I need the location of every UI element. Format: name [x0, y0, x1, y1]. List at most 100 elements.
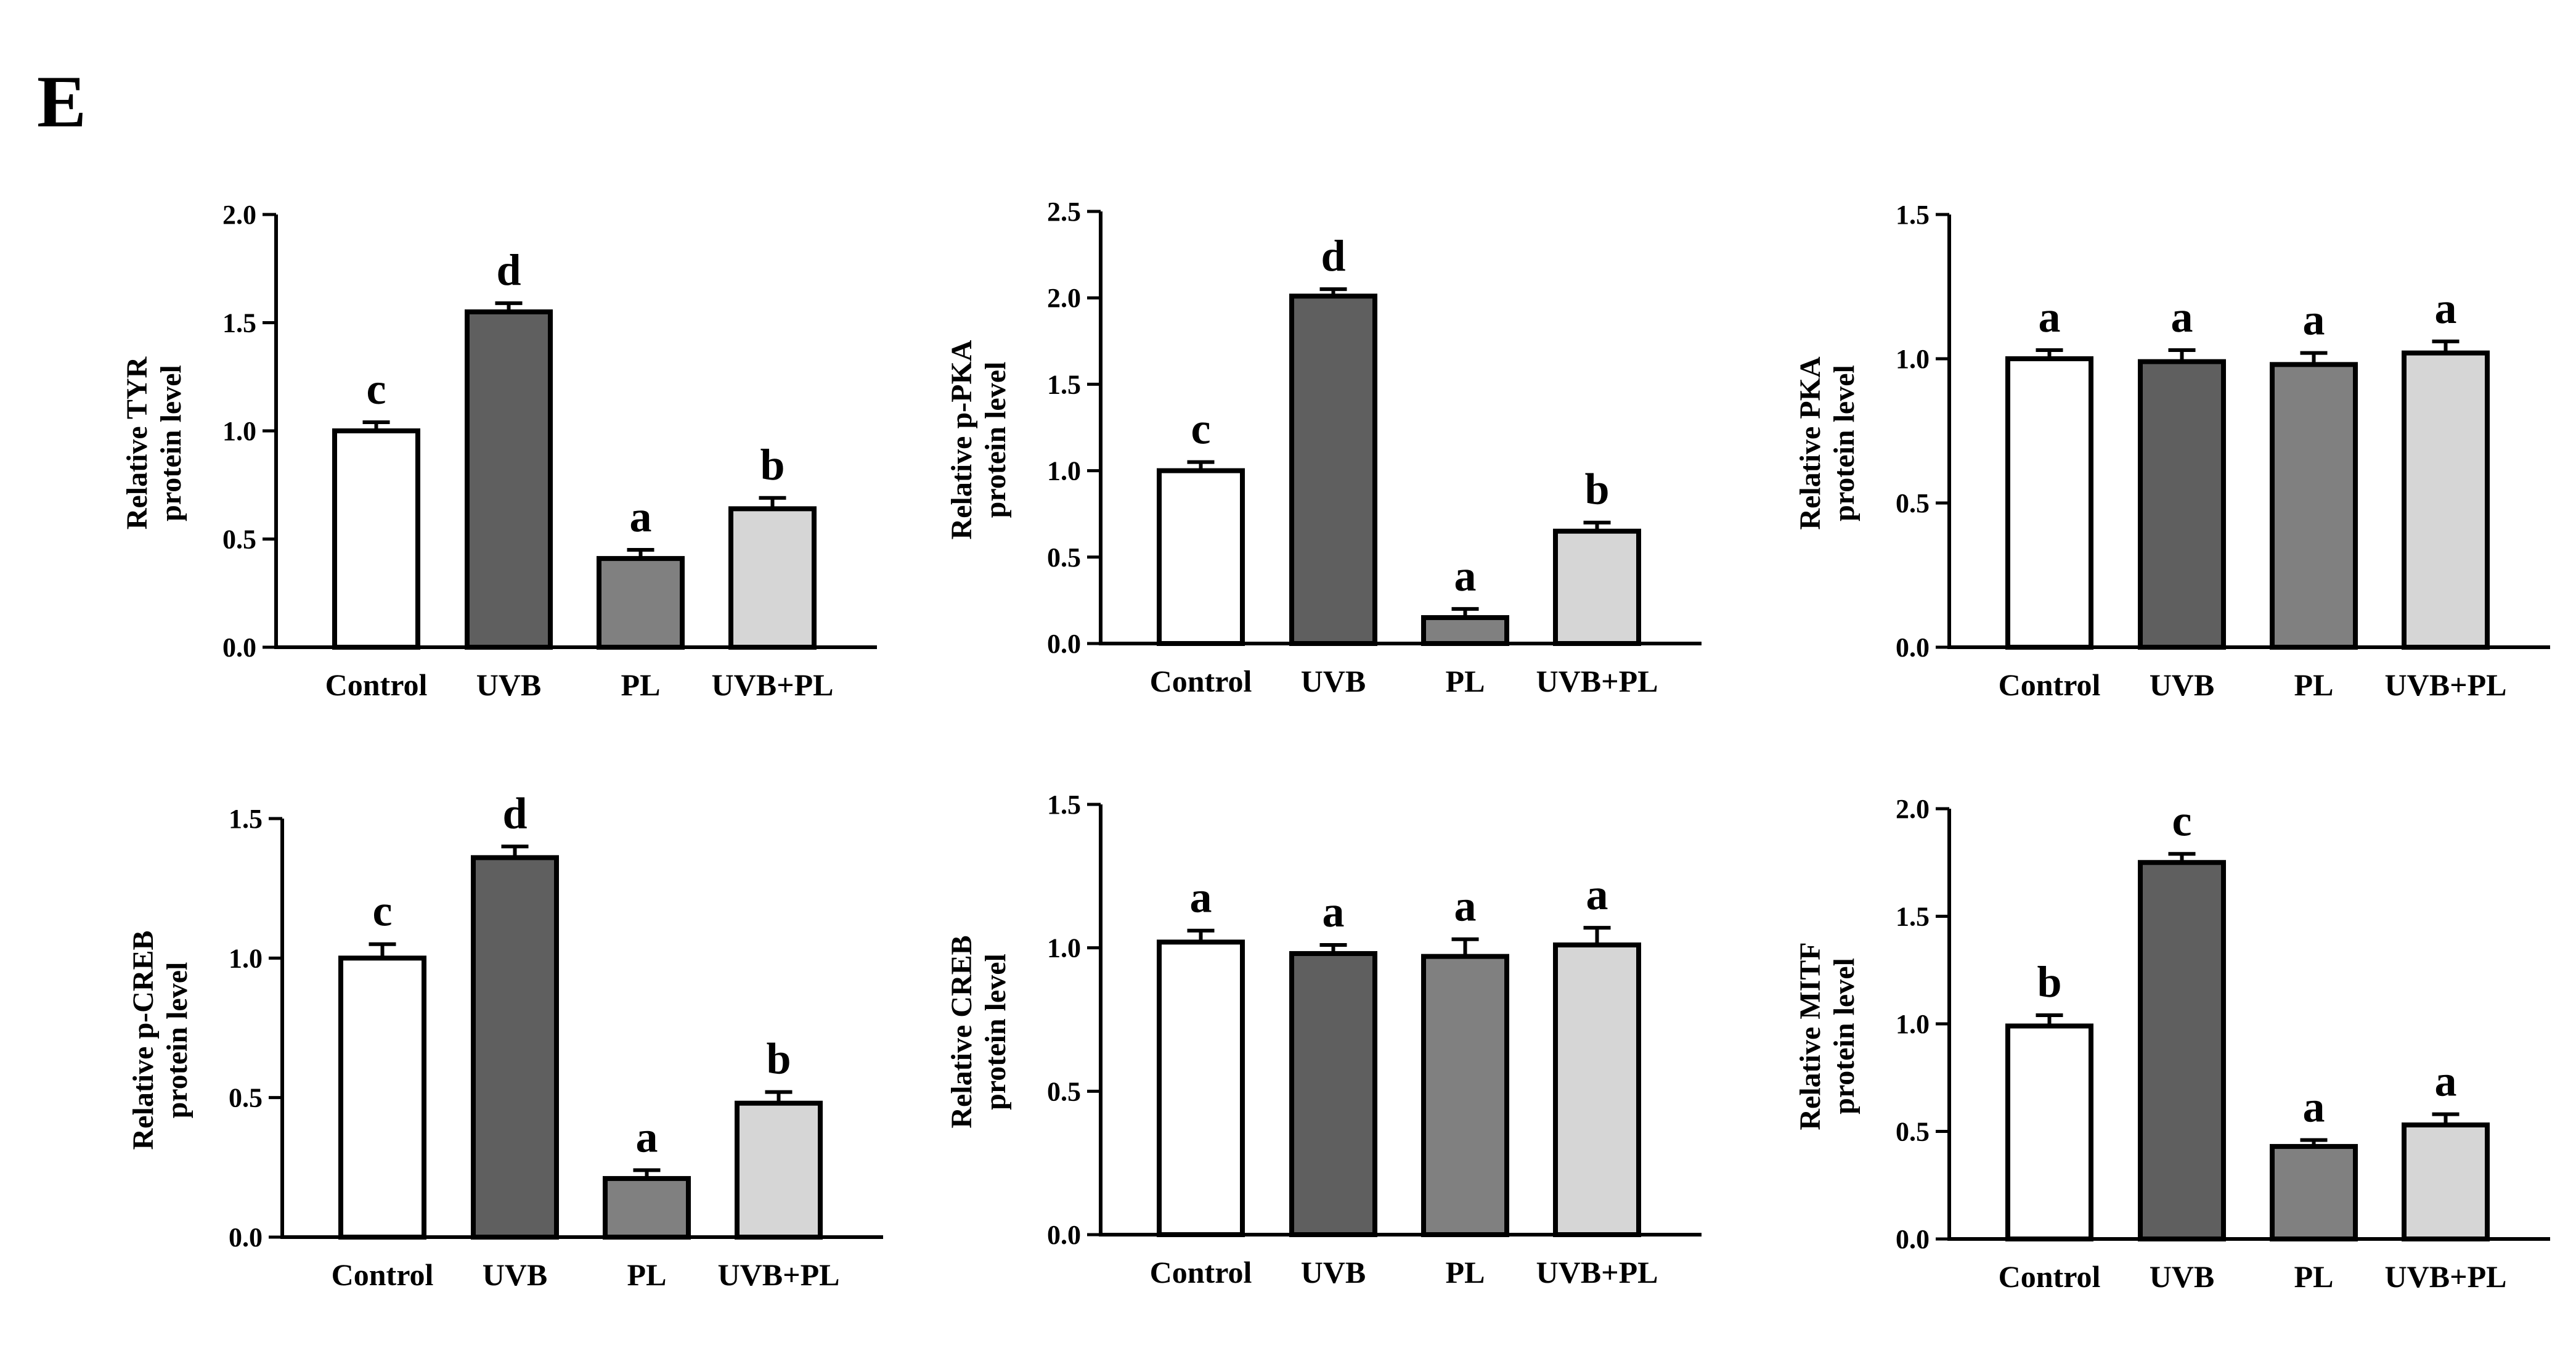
y-tick-label: 2.0: [1047, 283, 1081, 313]
y-tick-label: 1.0: [1047, 933, 1081, 963]
bar-uvb-plus-pl: [735, 1100, 823, 1240]
y-axis-title-line: protein level: [1828, 958, 1861, 1114]
bar-control: [332, 428, 420, 650]
significance-letter: a: [2435, 284, 2457, 333]
significance-letter: d: [496, 245, 521, 295]
y-tick-label: 0.5: [222, 525, 256, 555]
x-tick-label: Control: [1150, 1255, 1252, 1290]
chart-panel-5: 0.0 0.5 1.0 1.5 Relative CREB protein level a C…: [945, 790, 1702, 1290]
bar-uvb-plus-pl: [728, 506, 817, 650]
y-tick-label: 1.0: [222, 416, 256, 446]
bar-control: [1157, 468, 1245, 646]
significance-letter: c: [373, 886, 393, 936]
y-tick-label: 1.5: [1896, 902, 1930, 932]
x-tick-label: UVB: [1301, 664, 1366, 698]
y-tick-label: 1.0: [1896, 1009, 1930, 1039]
significance-letter: a: [630, 492, 652, 541]
x-tick-label: Control: [1999, 668, 2101, 702]
y-tick-label: 0.0: [1896, 1224, 1930, 1254]
y-axis-title-line: Relative p-PKA: [945, 340, 978, 539]
bar-pl: [2270, 362, 2358, 650]
significance-letter: b: [1584, 465, 1609, 514]
chart-panel-1: 0.0 0.5 1.0 1.5 2.0 Relative TYR protein level…: [121, 200, 877, 702]
bar-uvb-plus-pl: [1553, 942, 1641, 1237]
x-tick-label: PL: [1446, 1255, 1485, 1290]
bar-uvb: [2138, 860, 2226, 1241]
bar-pl: [1421, 615, 1509, 647]
x-tick-label: Control: [325, 668, 428, 702]
y-tick-label: 1.0: [1047, 456, 1081, 486]
significance-letter: a: [2303, 1082, 2325, 1131]
y-tick-label: 0.0: [229, 1222, 263, 1253]
bar-uvb: [471, 855, 559, 1240]
y-tick-label: 2.0: [222, 200, 256, 230]
y-axis-title-line: protein level: [161, 962, 194, 1119]
y-tick-label: 1.5: [1896, 200, 1930, 230]
y-axis-title-line: protein level: [155, 365, 187, 521]
y-tick-label: 2.5: [1047, 197, 1081, 227]
x-tick-label: UVB+PL: [2385, 1259, 2507, 1294]
bar-control: [338, 955, 426, 1240]
x-tick-label: UVB: [483, 1257, 548, 1292]
x-tick-label: UVB+PL: [718, 1257, 840, 1292]
y-tick-label: 1.0: [229, 943, 263, 973]
y-tick-label: 1.5: [1047, 790, 1081, 820]
y-tick-label: 1.5: [222, 308, 256, 338]
significance-letter: c: [1191, 404, 1211, 454]
bar-pl: [597, 556, 685, 650]
bar-pl: [2270, 1143, 2358, 1242]
x-tick-label: PL: [621, 668, 661, 702]
x-tick-label: UVB+PL: [1536, 664, 1658, 698]
bar-uvb-plus-pl: [2402, 350, 2490, 650]
x-tick-label: PL: [1446, 664, 1485, 698]
x-tick-label: UVB: [476, 668, 542, 702]
significance-letter: c: [367, 364, 386, 414]
significance-letter: b: [766, 1034, 791, 1084]
x-tick-label: UVB: [2150, 1259, 2215, 1294]
significance-letter: a: [1586, 870, 1608, 919]
significance-letter: d: [1321, 231, 1345, 280]
x-tick-label: Control: [1150, 664, 1252, 698]
bar-uvb-plus-pl: [1553, 528, 1641, 646]
bar-control: [2005, 356, 2093, 650]
y-tick-label: 0.0: [1047, 629, 1081, 659]
bar-pl: [1421, 954, 1509, 1238]
significance-letter: a: [2171, 292, 2193, 341]
y-tick-label: 2.0: [1896, 794, 1930, 824]
y-tick-label: 0.5: [1047, 1076, 1081, 1106]
significance-letter: a: [1454, 881, 1477, 931]
bar-uvb: [465, 309, 553, 650]
y-axis-title-line: Relative MITF: [1794, 942, 1827, 1130]
chart-panel-3: 0.0 0.5 1.0 1.5 Relative PKA protein level a Co…: [1794, 200, 2550, 702]
y-axis-title-line: Relative p-CREB: [127, 931, 160, 1150]
y-tick-label: 0.5: [1896, 1117, 1930, 1147]
y-axis-title-line: Relative PKA: [1794, 356, 1827, 530]
y-tick-label: 0.5: [1047, 542, 1081, 573]
bar-control: [1157, 939, 1245, 1237]
y-tick-label: 1.5: [229, 804, 263, 834]
y-axis-title-line: protein level: [979, 954, 1012, 1110]
y-tick-label: 0.5: [229, 1083, 263, 1113]
significance-letter: c: [2172, 796, 2192, 845]
x-tick-label: UVB+PL: [712, 668, 834, 702]
significance-letter: a: [1323, 887, 1345, 936]
x-tick-label: UVB+PL: [2385, 668, 2507, 702]
chart-panel-2: 0.0 0.5 1.0 1.5 2.0 2.5 Relative p-PKA protein …: [945, 197, 1702, 698]
x-tick-label: UVB: [2150, 668, 2215, 702]
bar-pl: [603, 1175, 691, 1240]
bar-control: [2005, 1023, 2093, 1241]
x-tick-label: UVB+PL: [1536, 1255, 1658, 1290]
x-tick-label: Control: [1999, 1259, 2101, 1294]
significance-letter: b: [2037, 957, 2061, 1007]
y-tick-label: 1.0: [1896, 344, 1930, 374]
significance-letter: a: [1190, 873, 1212, 922]
significance-letter: a: [1454, 551, 1477, 600]
x-tick-label: PL: [627, 1257, 667, 1292]
significance-letter: a: [2303, 295, 2325, 345]
y-tick-label: 0.0: [1896, 632, 1930, 663]
significance-letter: b: [760, 440, 785, 489]
bar-uvb: [1289, 293, 1377, 646]
y-tick-label: 0.0: [222, 632, 256, 663]
y-tick-label: 1.5: [1047, 369, 1081, 399]
y-axis-title-line: Relative TYR: [121, 356, 153, 529]
